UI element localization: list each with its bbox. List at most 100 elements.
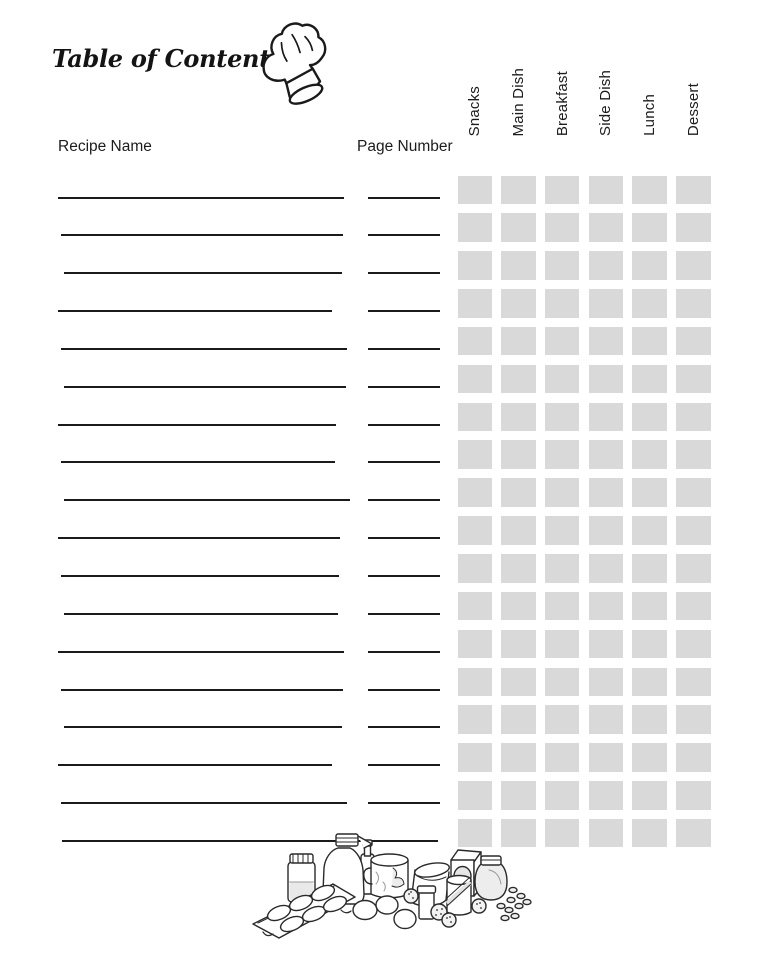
checkbox-lunch[interactable] — [632, 818, 667, 848]
checkbox-side-dish[interactable] — [588, 743, 624, 772]
checkbox-main-dish[interactable] — [501, 743, 536, 772]
checkbox-lunch[interactable] — [632, 743, 667, 772]
checkbox-main-dish[interactable] — [501, 402, 536, 432]
checkbox-side-dish[interactable] — [588, 326, 624, 356]
checkbox-lunch[interactable] — [632, 554, 667, 583]
page-number-line[interactable] — [368, 726, 440, 729]
checkbox-snacks[interactable] — [457, 818, 492, 848]
checkbox-side-dish[interactable] — [588, 364, 624, 394]
checkbox-main-dish[interactable] — [501, 629, 536, 659]
checkbox-dessert[interactable] — [676, 629, 711, 659]
checkbox-snacks[interactable] — [457, 289, 492, 318]
checkbox-snacks[interactable] — [457, 326, 492, 356]
page-number-line[interactable] — [368, 310, 440, 313]
checkbox-main-dish[interactable] — [501, 326, 536, 356]
checkbox-snacks[interactable] — [457, 364, 492, 394]
page-number-line[interactable] — [368, 612, 440, 615]
checkbox-breakfast[interactable] — [544, 743, 580, 772]
checkbox-breakfast[interactable] — [544, 629, 580, 659]
checkbox-dessert[interactable] — [676, 440, 711, 469]
checkbox-dessert[interactable] — [676, 516, 711, 545]
checkbox-lunch[interactable] — [632, 478, 667, 507]
checkbox-snacks[interactable] — [457, 175, 492, 204]
checkbox-breakfast[interactable] — [544, 251, 580, 280]
checkbox-lunch[interactable] — [632, 516, 667, 545]
checkbox-breakfast[interactable] — [544, 440, 580, 469]
recipe-name-line[interactable] — [64, 612, 338, 615]
checkbox-main-dish[interactable] — [501, 213, 536, 242]
checkbox-breakfast[interactable] — [544, 326, 580, 356]
checkbox-side-dish[interactable] — [588, 251, 624, 280]
checkbox-lunch[interactable] — [632, 326, 667, 356]
checkbox-breakfast[interactable] — [544, 667, 580, 697]
page-number-line[interactable] — [368, 272, 440, 275]
page-number-line[interactable] — [368, 802, 440, 805]
checkbox-main-dish[interactable] — [501, 440, 536, 469]
checkbox-lunch[interactable] — [632, 402, 667, 432]
checkbox-snacks[interactable] — [457, 743, 492, 772]
checkbox-breakfast[interactable] — [544, 289, 580, 318]
page-number-line[interactable] — [368, 537, 440, 540]
recipe-name-line[interactable] — [64, 272, 342, 275]
recipe-name-line[interactable] — [62, 839, 438, 842]
checkbox-lunch[interactable] — [632, 251, 667, 280]
checkbox-dessert[interactable] — [676, 705, 711, 734]
recipe-name-line[interactable] — [58, 537, 340, 540]
checkbox-dessert[interactable] — [676, 667, 711, 697]
checkbox-dessert[interactable] — [676, 289, 711, 318]
checkbox-breakfast[interactable] — [544, 364, 580, 394]
checkbox-dessert[interactable] — [676, 326, 711, 356]
recipe-name-line[interactable] — [58, 196, 344, 199]
checkbox-breakfast[interactable] — [544, 478, 580, 507]
checkbox-snacks[interactable] — [457, 781, 492, 810]
checkbox-lunch[interactable] — [632, 213, 667, 242]
checkbox-main-dish[interactable] — [501, 289, 536, 318]
checkbox-breakfast[interactable] — [544, 175, 580, 204]
checkbox-breakfast[interactable] — [544, 818, 580, 848]
checkbox-side-dish[interactable] — [588, 554, 624, 583]
checkbox-snacks[interactable] — [457, 213, 492, 242]
checkbox-side-dish[interactable] — [588, 440, 624, 469]
recipe-name-line[interactable] — [61, 802, 347, 805]
checkbox-dessert[interactable] — [676, 364, 711, 394]
page-number-line[interactable] — [368, 385, 440, 388]
recipe-name-line[interactable] — [61, 461, 335, 464]
checkbox-dessert[interactable] — [676, 478, 711, 507]
checkbox-side-dish[interactable] — [588, 516, 624, 545]
checkbox-main-dish[interactable] — [501, 705, 536, 734]
checkbox-main-dish[interactable] — [501, 667, 536, 697]
checkbox-side-dish[interactable] — [588, 591, 624, 621]
recipe-name-line[interactable] — [64, 385, 346, 388]
page-number-line[interactable] — [368, 423, 440, 426]
checkbox-snacks[interactable] — [457, 591, 492, 621]
checkbox-breakfast[interactable] — [544, 516, 580, 545]
recipe-name-line[interactable] — [61, 234, 343, 237]
checkbox-side-dish[interactable] — [588, 289, 624, 318]
checkbox-main-dish[interactable] — [501, 516, 536, 545]
checkbox-dessert[interactable] — [676, 251, 711, 280]
checkbox-lunch[interactable] — [632, 175, 667, 204]
checkbox-snacks[interactable] — [457, 667, 492, 697]
checkbox-lunch[interactable] — [632, 781, 667, 810]
checkbox-snacks[interactable] — [457, 705, 492, 734]
recipe-name-line[interactable] — [64, 499, 350, 502]
checkbox-lunch[interactable] — [632, 629, 667, 659]
page-number-line[interactable] — [368, 650, 440, 653]
checkbox-lunch[interactable] — [632, 289, 667, 318]
checkbox-snacks[interactable] — [457, 402, 492, 432]
checkbox-snacks[interactable] — [457, 478, 492, 507]
page-number-line[interactable] — [368, 461, 440, 464]
checkbox-lunch[interactable] — [632, 440, 667, 469]
checkbox-side-dish[interactable] — [588, 402, 624, 432]
checkbox-main-dish[interactable] — [501, 251, 536, 280]
checkbox-dessert[interactable] — [676, 402, 711, 432]
checkbox-lunch[interactable] — [632, 591, 667, 621]
checkbox-main-dish[interactable] — [501, 175, 536, 204]
recipe-name-line[interactable] — [58, 650, 344, 653]
checkbox-main-dish[interactable] — [501, 554, 536, 583]
checkbox-dessert[interactable] — [676, 781, 711, 810]
checkbox-snacks[interactable] — [457, 554, 492, 583]
checkbox-main-dish[interactable] — [501, 364, 536, 394]
page-number-line[interactable] — [368, 196, 440, 199]
checkbox-side-dish[interactable] — [588, 781, 624, 810]
